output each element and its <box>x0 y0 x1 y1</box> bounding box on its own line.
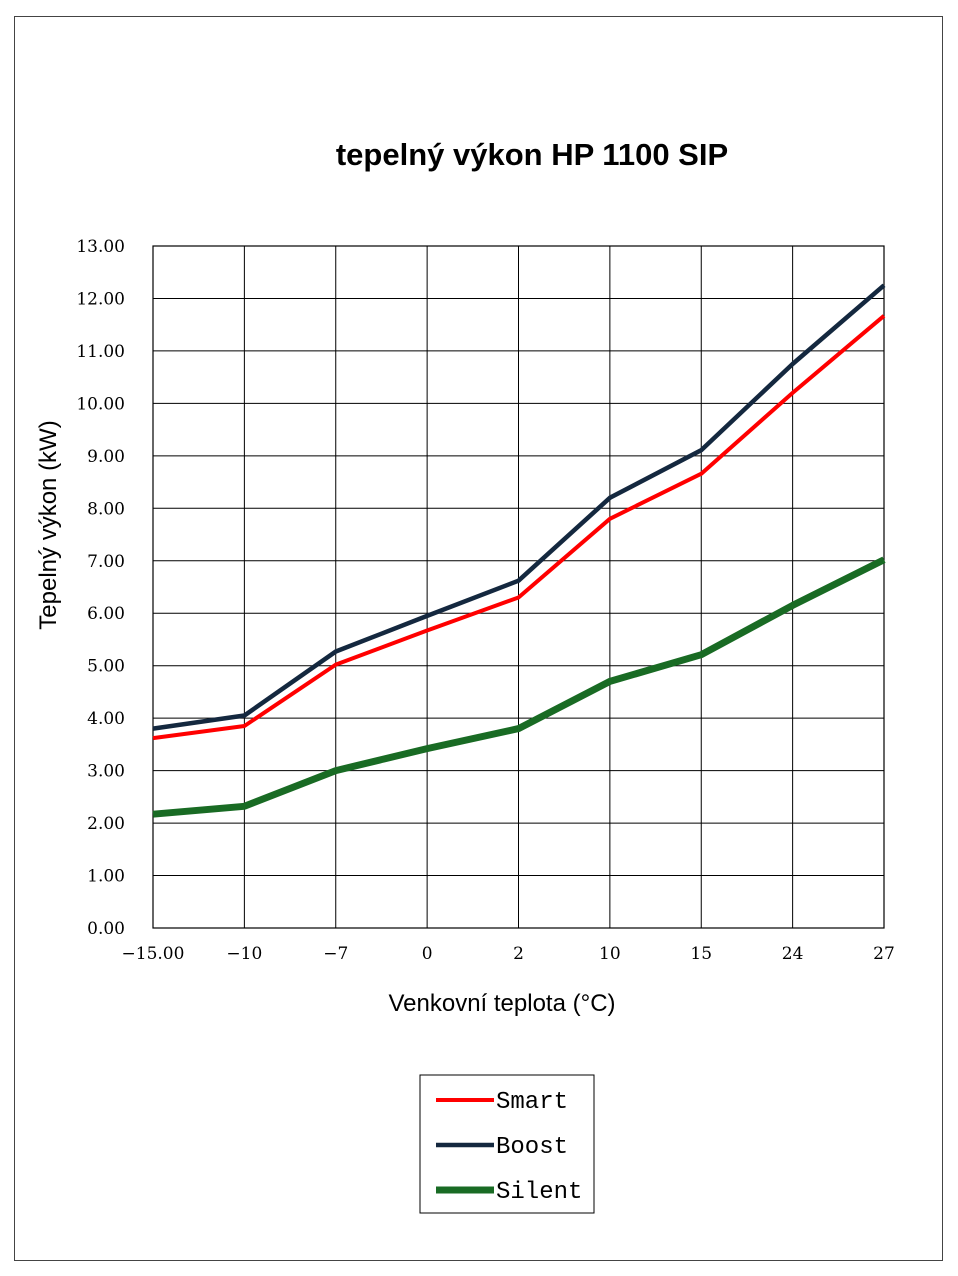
y-axis-label: Tepelný výkon (kW) <box>35 420 62 629</box>
y-tick-label: 2.00 <box>87 814 125 834</box>
x-tick-label: 0 <box>422 944 433 964</box>
y-tick-label: 0.00 <box>87 919 125 939</box>
x-tick-label: −7 <box>323 944 348 964</box>
series-lines <box>152 283 886 818</box>
legend-label-silent: Silent <box>496 1179 582 1206</box>
legend-label-boost: Boost <box>496 1134 568 1161</box>
x-tick-label: 24 <box>782 944 804 964</box>
x-tick-label: −10 <box>226 944 262 964</box>
y-tick-label: 4.00 <box>87 709 125 729</box>
x-tick-label: 15 <box>690 944 712 964</box>
y-tick-label: 10.00 <box>76 394 125 414</box>
y-tick-label: 7.00 <box>87 552 125 572</box>
series-line-boost <box>152 283 886 731</box>
grid <box>152 245 885 929</box>
legend-label-smart: Smart <box>496 1089 568 1116</box>
axis-ticks: 0.00 1.00 2.00 3.00 4.00 5.00 6.00 7.00 8.00 9.00… <box>76 237 894 964</box>
y-tick-label: 5.00 <box>87 657 125 677</box>
x-tick-label: 27 <box>873 944 895 964</box>
chart-frame <box>14 16 943 1261</box>
y-tick-label: 1.00 <box>87 867 125 887</box>
y-tick-label: 3.00 <box>87 762 125 782</box>
x-axis-label: Venkovní teplota (°C) <box>388 990 615 1017</box>
y-tick-label: 13.00 <box>76 237 125 257</box>
x-tick-label: 10 <box>599 944 621 964</box>
series-line-smart <box>152 314 886 741</box>
y-tick-label: 12.00 <box>76 289 125 309</box>
y-tick-label: 9.00 <box>87 447 125 467</box>
y-tick-label: 8.00 <box>87 499 125 519</box>
legend: Smart Boost Silent <box>419 1074 595 1214</box>
chart-title: tepelný výkon HP 1100 SIP <box>336 137 728 172</box>
x-tick-label: 2 <box>513 944 524 964</box>
y-tick-label: 6.00 <box>87 604 125 624</box>
x-tick-label: −15.00 <box>122 944 185 964</box>
series-line-silent <box>152 556 886 818</box>
y-tick-label: 11.00 <box>76 342 125 362</box>
